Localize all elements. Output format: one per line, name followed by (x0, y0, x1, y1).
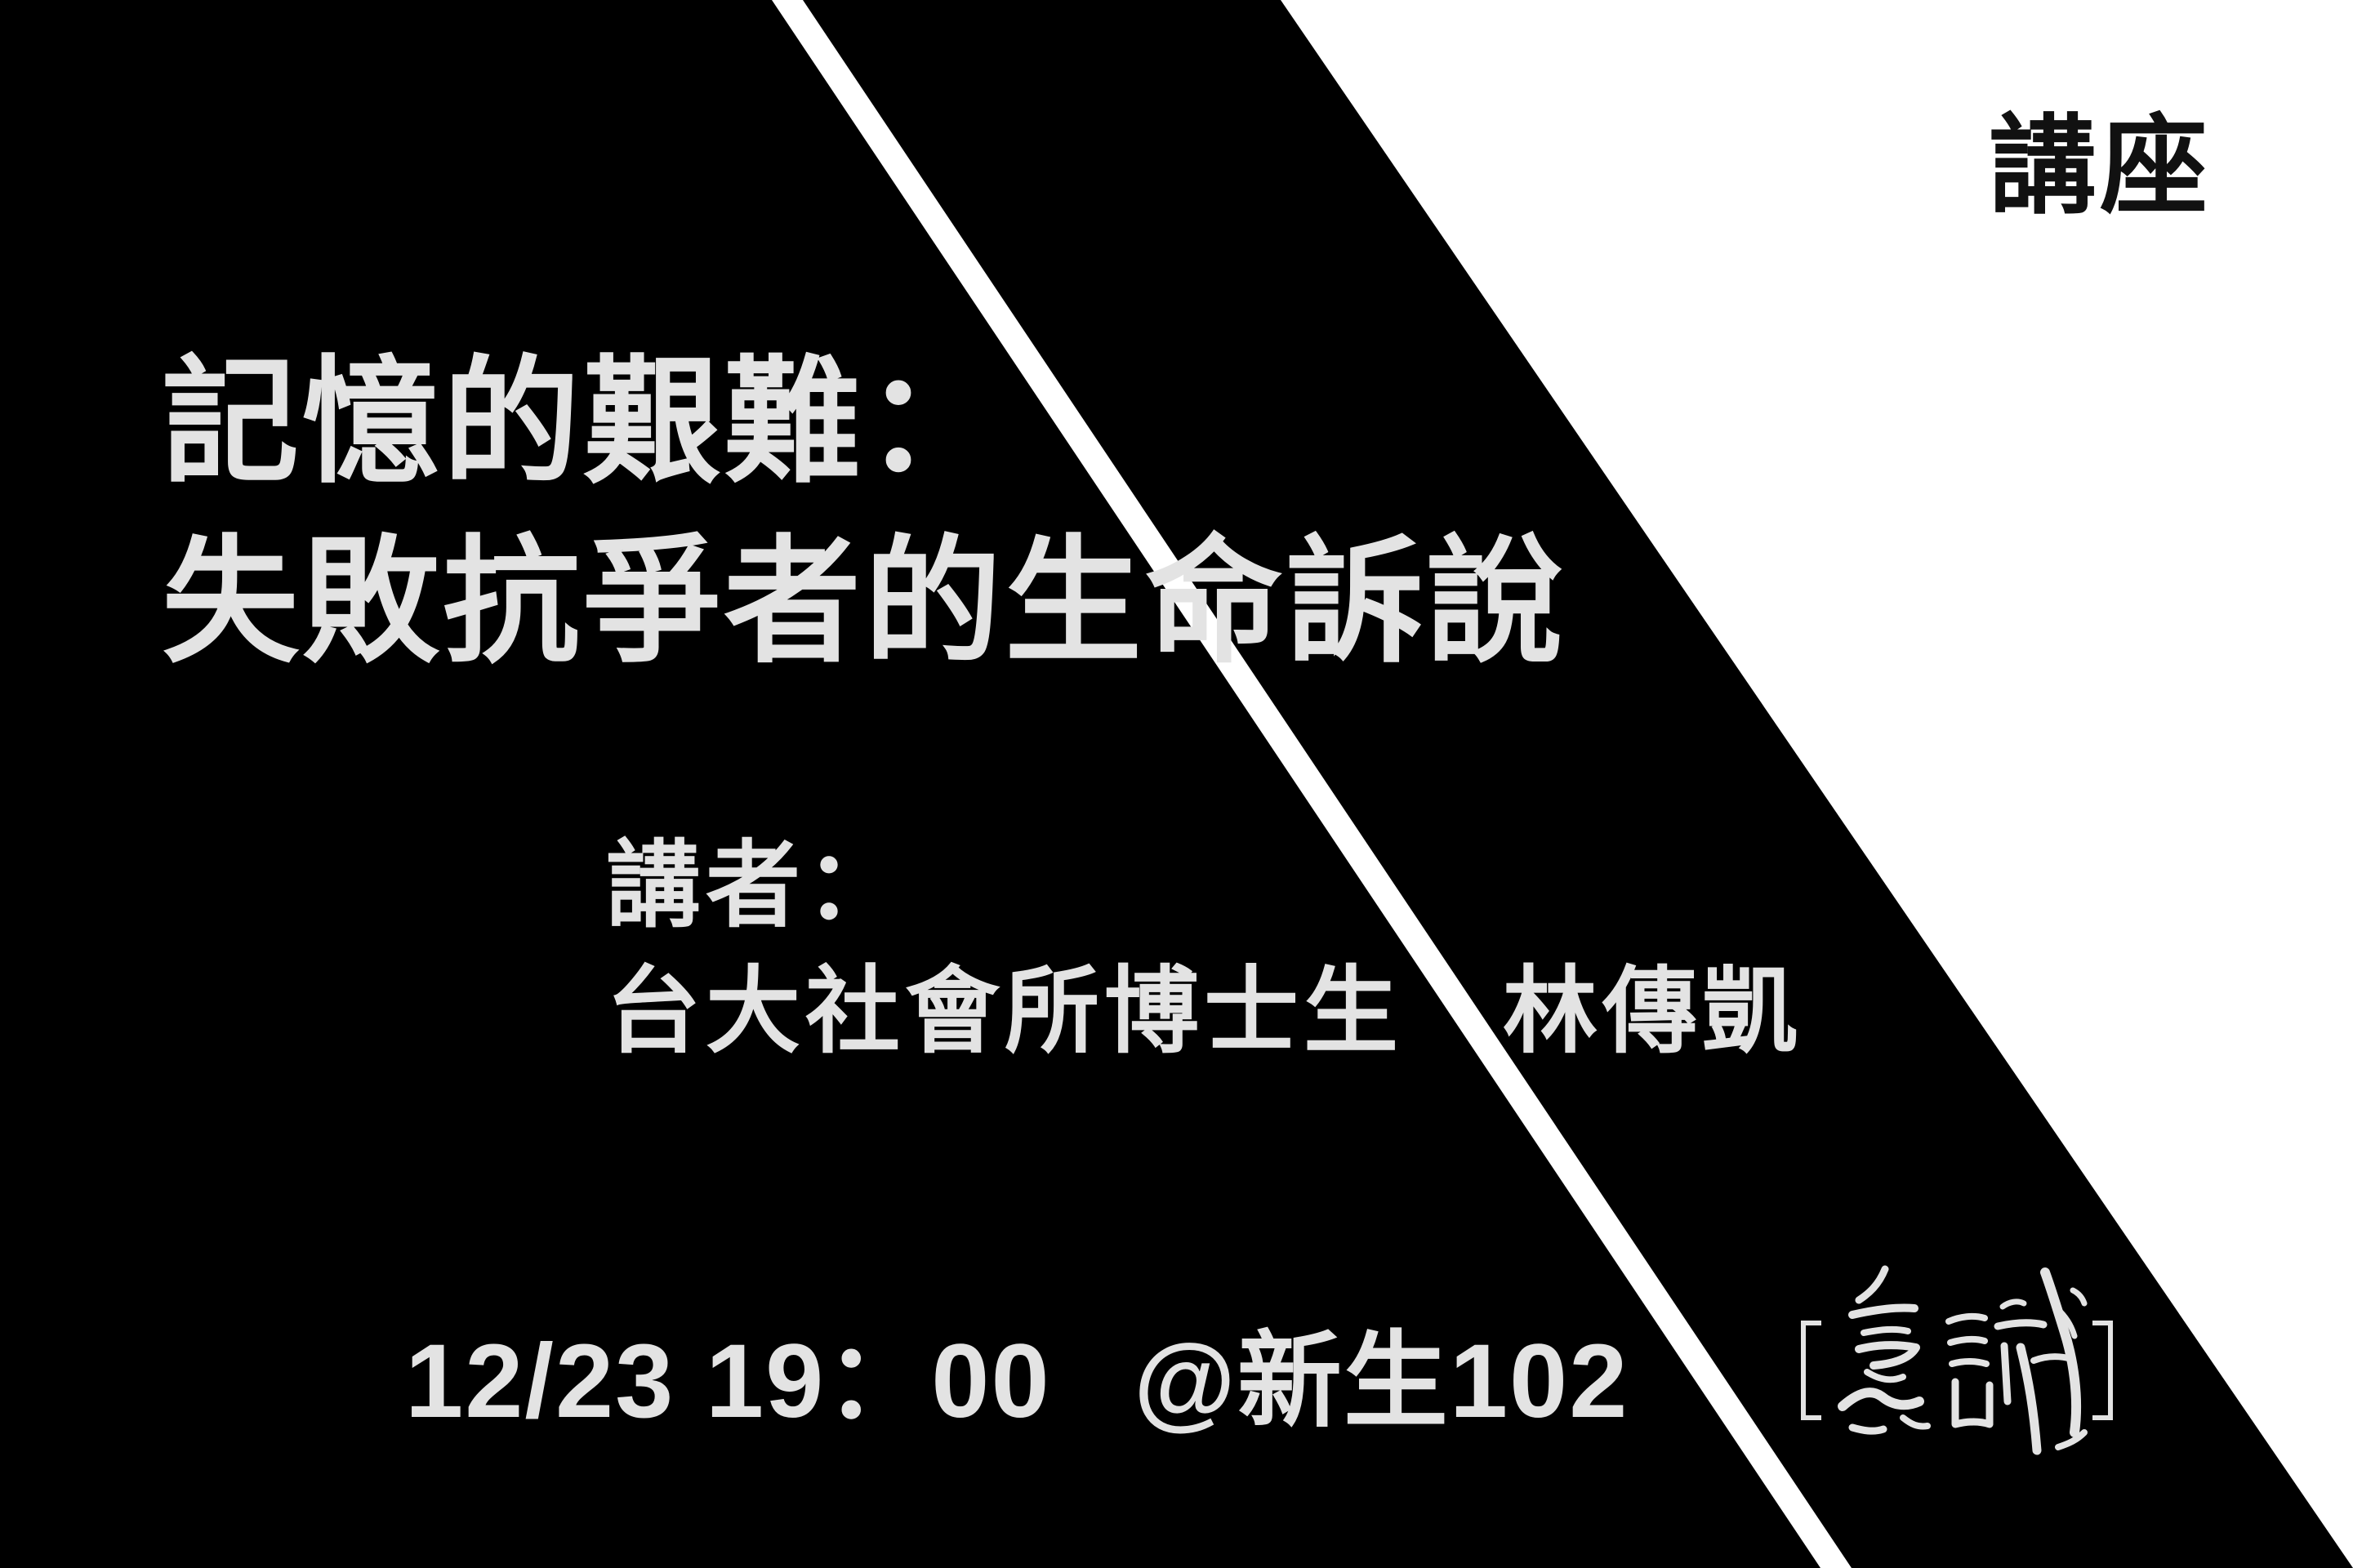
title-line-2: 失敗抗爭者的生命訴說 (162, 520, 1566, 682)
event-datetime: 12/23 19：00 (405, 1323, 1051, 1440)
speaker-name: 台大社會所博士生 林傳凱 (606, 956, 1802, 1067)
logo-right-bracket (2092, 1321, 2113, 1420)
category-label: 講座 (1989, 104, 2211, 229)
title-line-1: 記憶的艱難： (162, 341, 1005, 502)
speaker-label: 講者： (606, 830, 905, 941)
white-corner-panel (1281, 0, 2353, 1568)
white-diagonal-stripe (772, 0, 1852, 1568)
logo-calligraphy (1838, 1265, 2088, 1455)
event-venue: @新生102 (1134, 1323, 1629, 1440)
calligraphy-seal-icon (1801, 1265, 2113, 1455)
logo-left-bracket (1801, 1321, 1821, 1420)
